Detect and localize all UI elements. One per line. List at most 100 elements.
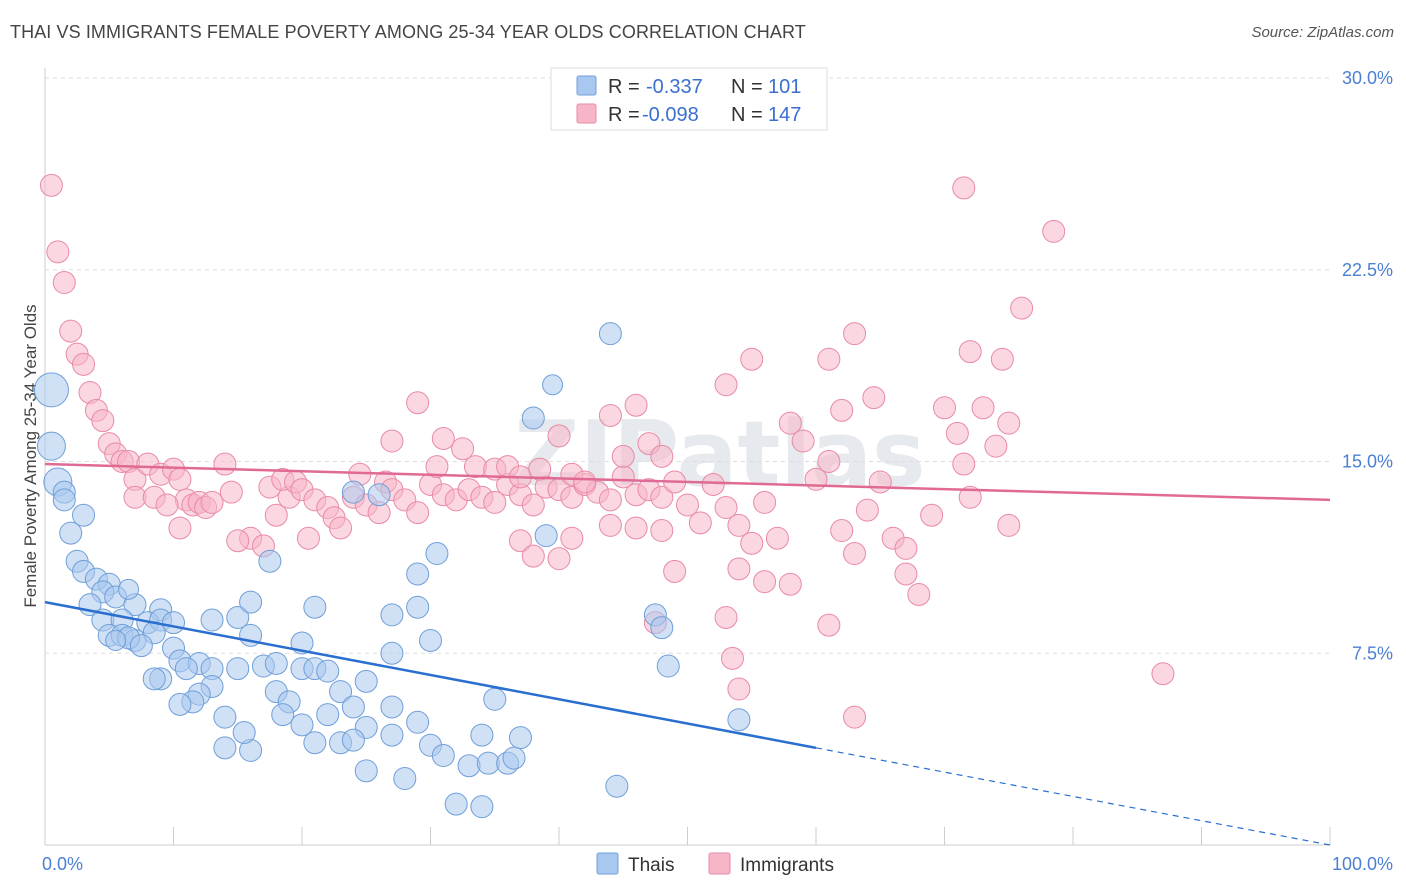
immigrant-point (598, 488, 622, 512)
thai-point (508, 726, 532, 750)
immigrant-point (155, 493, 179, 517)
thai-point (329, 680, 353, 704)
immigrant-point (219, 480, 243, 504)
immigrant-point (907, 582, 931, 606)
immigrant-point (952, 176, 976, 200)
immigrant-point (264, 503, 288, 527)
thai-point (380, 641, 404, 665)
thai-point (605, 774, 629, 798)
chart-title: THAI VS IMMIGRANTS FEMALE POVERTY AMONG … (10, 22, 806, 42)
immigrant-point (817, 613, 841, 637)
immigrant-point (990, 347, 1014, 371)
thai-point (316, 703, 340, 727)
immigrant-point (425, 455, 449, 479)
thai-point (380, 723, 404, 747)
immigrant-point (528, 457, 552, 481)
immigrant-point (39, 173, 63, 197)
thai-point (470, 723, 494, 747)
y-tick-label: 22.5% (1342, 260, 1393, 280)
immigrant-point (997, 411, 1021, 435)
y-tick-label: 15.0% (1342, 452, 1393, 472)
immigrant-point (933, 396, 956, 420)
immigrant-point (817, 347, 841, 371)
thai-point (303, 731, 327, 755)
thai-point (142, 667, 166, 691)
x-tick-label: 100.0% (1332, 854, 1393, 874)
immigrant-point (547, 547, 571, 571)
thai-point (521, 406, 545, 430)
immigrant-point (894, 536, 918, 560)
immigrant-point (1010, 296, 1034, 320)
bottom-legend-swatch-immigrants (708, 852, 731, 875)
thai-point (656, 654, 680, 678)
thai-point (598, 322, 622, 346)
thai-point (118, 578, 140, 600)
thai-point (431, 744, 455, 768)
immigrant-point (624, 516, 648, 540)
thai-point (406, 710, 430, 734)
immigrant-point (1151, 662, 1175, 686)
immigrant-point (945, 421, 969, 445)
thai-point (72, 503, 96, 527)
trend-lines (44, 462, 1331, 846)
immigrant-point (843, 705, 867, 729)
thai-point (105, 629, 127, 651)
legend-r-label: R = (608, 76, 640, 98)
legend-swatch-immigrants (576, 103, 597, 124)
thai-point (406, 562, 430, 586)
thai-point (542, 374, 564, 396)
immigrant-point (560, 526, 584, 550)
immigrant-point (91, 409, 115, 433)
immigrant-point (701, 473, 725, 497)
legend-n-label: N = (731, 76, 763, 98)
immigrant-point (843, 322, 867, 346)
thai-point (200, 608, 224, 632)
series-thais (33, 322, 751, 819)
immigrant-point (72, 352, 96, 376)
immigrant-point (213, 452, 237, 476)
immigrant-point (830, 519, 854, 543)
thai-point (59, 521, 83, 545)
thai-point (258, 549, 282, 573)
immigrants-trend-line (44, 462, 1331, 502)
thai-point (341, 695, 365, 719)
immigrant-point (598, 403, 622, 427)
immigrant-point (483, 490, 507, 514)
immigrant-point (611, 444, 635, 468)
immigrant-point (740, 531, 764, 555)
immigrant-point (168, 467, 192, 491)
thai-point (534, 524, 558, 548)
thai-point (52, 488, 76, 512)
x-tick-labels: 0.0% 100.0% (42, 854, 1393, 874)
immigrant-point (451, 437, 475, 461)
series-immigrants (39, 173, 1175, 729)
immigrant-point (791, 429, 815, 453)
legend-n-value: 101 (768, 76, 801, 98)
thai-point (367, 483, 391, 507)
grid-lines (45, 77, 1330, 654)
legend-n-label: N = (731, 104, 763, 126)
immigrant-point (123, 485, 147, 509)
immigrant-point (855, 498, 879, 522)
axes (44, 68, 1331, 846)
thai-point (502, 746, 526, 770)
immigrant-point (830, 398, 854, 422)
immigrant-point (676, 493, 699, 517)
bottom-legend: Thais Immigrants (596, 852, 834, 876)
bottom-legend-swatch-thais (596, 852, 619, 875)
legend: R = -0.337 N = 101 R = -0.098 N = 147 (550, 67, 828, 131)
thai-point (129, 634, 153, 658)
chart-source: Source: ZipAtlas.com (1251, 24, 1394, 41)
thai-point (406, 595, 430, 619)
thai-point (168, 692, 192, 716)
thai-point (470, 795, 494, 819)
immigrant-point (406, 391, 430, 415)
legend-r-label: R = (608, 104, 640, 126)
y-tick-labels: 7.5% 15.0% 22.5% 30.0% (1342, 68, 1393, 663)
immigrant-point (650, 485, 674, 509)
immigrant-point (624, 393, 648, 417)
thai-point (425, 542, 449, 566)
immigrant-point (778, 572, 802, 596)
immigrant-point (952, 452, 976, 476)
